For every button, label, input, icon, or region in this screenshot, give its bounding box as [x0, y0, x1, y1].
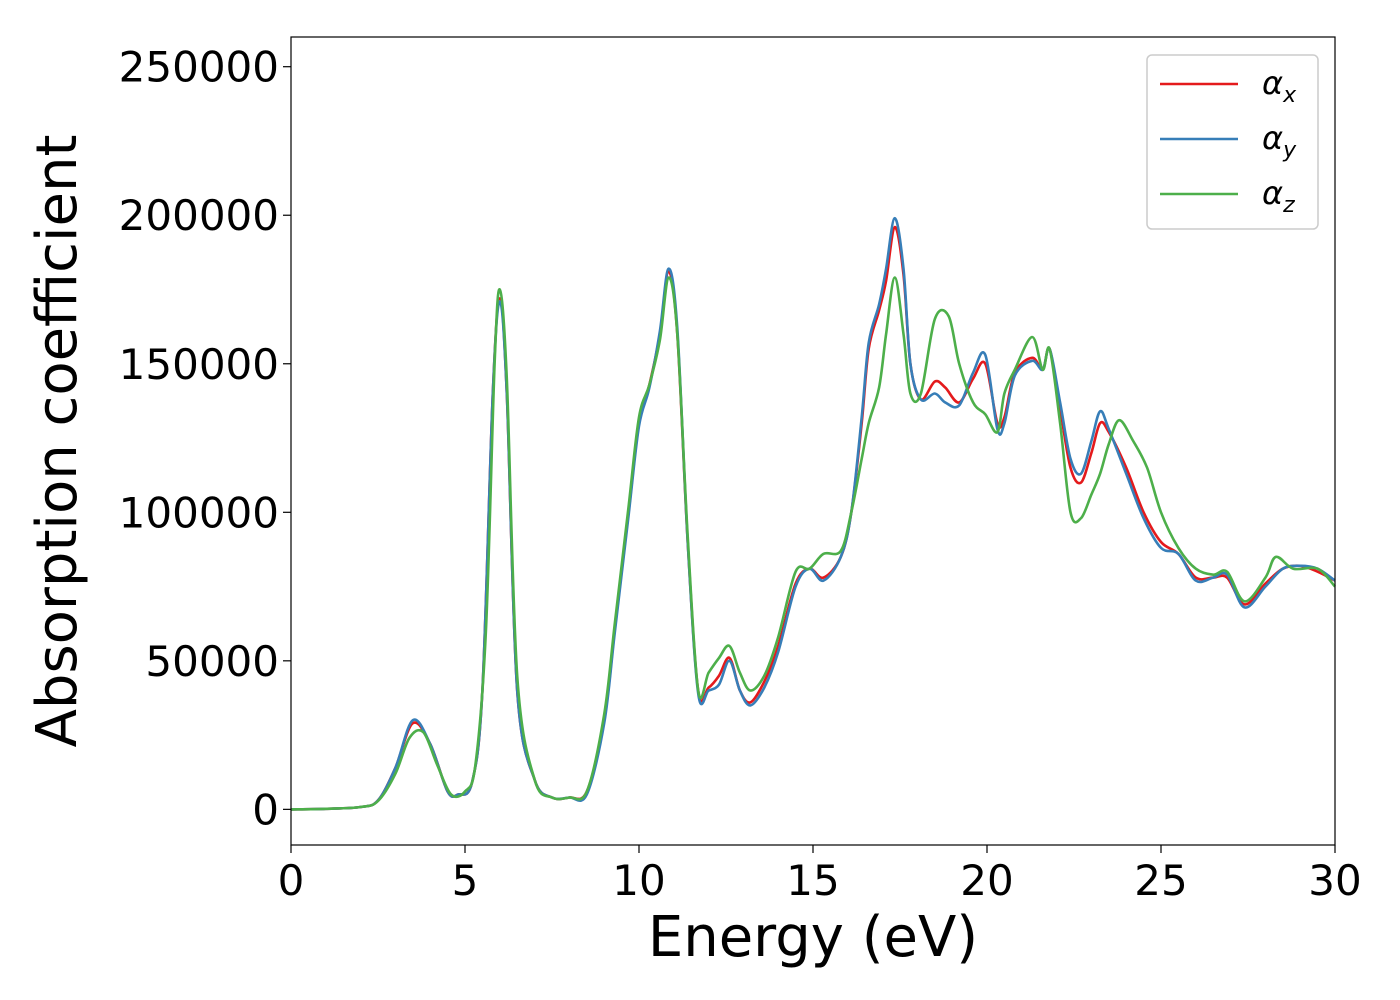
x-tick-label: 25 [1134, 856, 1187, 905]
x-tick-label: 5 [452, 856, 479, 905]
y-tick-label: 100000 [119, 488, 279, 537]
y-tick-label: 200000 [119, 191, 279, 240]
series-line-z [290, 276, 1336, 811]
x-tick-label: 0 [278, 856, 305, 905]
x-tick-label: 30 [1308, 856, 1361, 905]
y-axis-title: Absorption coefficient [25, 135, 90, 748]
legend-label-y: αy [1262, 119, 1297, 163]
legend-box [1146, 54, 1319, 230]
y-axis-ticks: 0 50000 100000 150000 200000 250000 [119, 43, 291, 834]
y-tick-label: 250000 [119, 43, 279, 92]
series-layer [290, 216, 1336, 811]
x-tick-label: 10 [612, 856, 665, 905]
legend: αx αy αz [1146, 54, 1319, 230]
x-axis-ticks: 0 5 10 15 20 25 30 [278, 845, 1362, 905]
y-tick-label: 150000 [119, 340, 279, 389]
x-tick-label: 15 [786, 856, 839, 905]
x-tick-label: 20 [960, 856, 1013, 905]
legend-label-z: αz [1262, 174, 1295, 218]
y-tick-label: 50000 [145, 637, 279, 686]
y-tick-label: 0 [252, 785, 279, 834]
x-axis-title: Energy (eV) [648, 905, 978, 970]
legend-label-x: αx [1262, 64, 1297, 108]
